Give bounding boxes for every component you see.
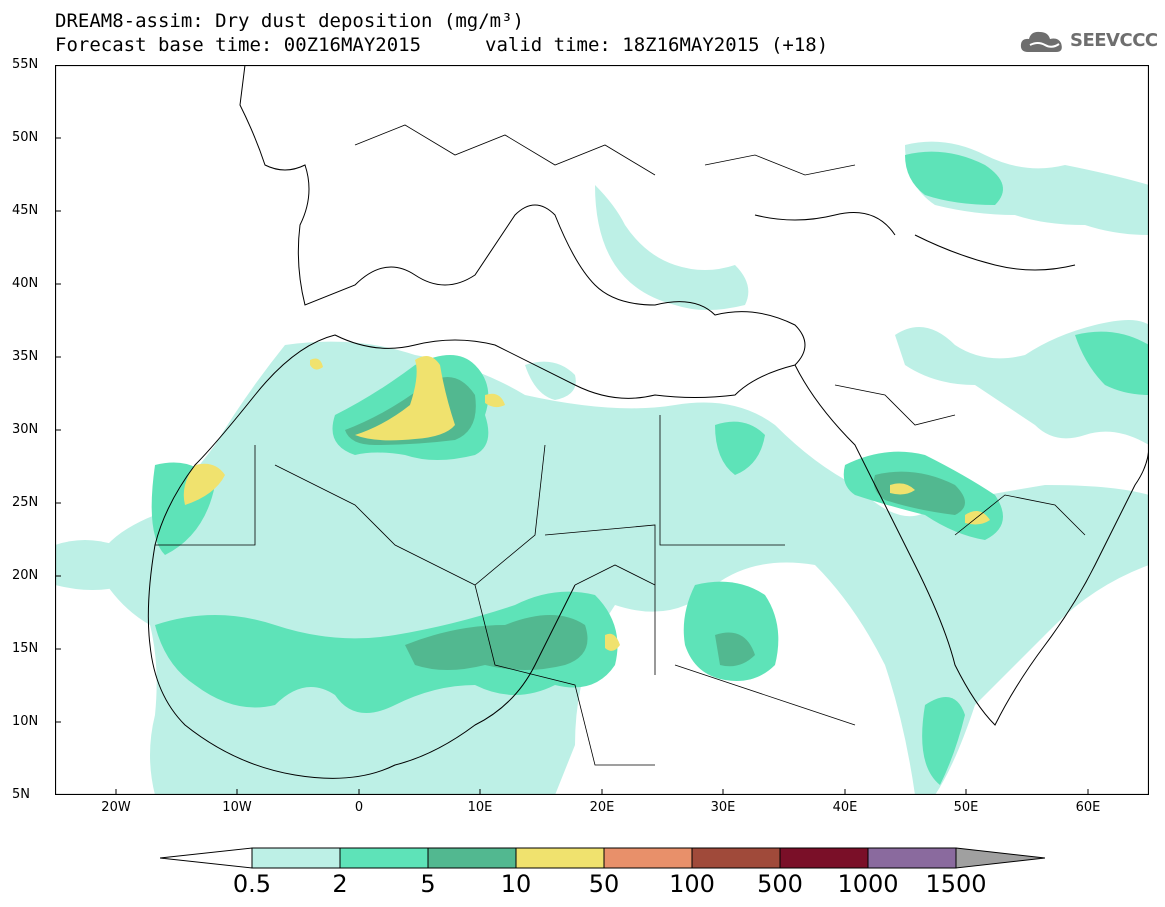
map-title: DREAM8-assim: Dry dust deposition (mg/m³… (55, 10, 524, 32)
colorbar (160, 847, 1045, 869)
colorbar-segment (160, 847, 253, 869)
lon-label: 0 (354, 800, 364, 815)
lon-label: 10E (467, 800, 493, 815)
colorbar-label: 1000 (837, 870, 899, 898)
colorbar-label: 50 (588, 870, 620, 898)
lat-label: 40N (12, 276, 39, 291)
colorbar-label: 2 (332, 870, 348, 898)
lon-label: 20E (589, 800, 615, 815)
lon-label: 10W (222, 800, 252, 815)
colorbar-segment (251, 847, 341, 869)
colorbar-label: 500 (757, 870, 803, 898)
lat-label: 30N (12, 422, 39, 437)
valid-time: valid time: 18Z16MAY2015 (+18) (485, 34, 829, 56)
cloud-icon (1020, 31, 1062, 52)
base-time: Forecast base time: 00Z16MAY2015 (55, 34, 422, 56)
colorbar-segment (867, 847, 957, 869)
colorbar-label: 5 (420, 870, 436, 898)
colorbar-label: 0.5 (232, 870, 272, 898)
colorbar-segment (339, 847, 429, 869)
lon-label: 40E (832, 800, 858, 815)
lat-label: 25N (12, 495, 39, 510)
colorbar-segment (603, 847, 693, 869)
lat-label: 5N (12, 787, 30, 802)
colorbar-segment (691, 847, 781, 869)
lat-label: 45N (12, 203, 39, 218)
lat-label: 15N (12, 641, 39, 656)
logo-text: SEEVCCC (1070, 30, 1158, 51)
lon-label: 50E (953, 800, 979, 815)
colorbar-segment (779, 847, 869, 869)
country-borders (155, 124, 1086, 766)
tick-marks (55, 137, 1089, 795)
lat-label: 20N (12, 568, 39, 583)
dust-map (55, 65, 1149, 795)
lon-label: 20W (101, 800, 131, 815)
coastlines (147, 65, 1149, 779)
seevccc-logo: SEEVCCC (1018, 28, 1158, 54)
lat-label: 10N (12, 714, 39, 729)
lat-label: 50N (12, 130, 39, 145)
dust-level-10 (183, 356, 990, 651)
colorbar-segment (515, 847, 605, 869)
colorbar-label: 1500 (925, 870, 987, 898)
colorbar-label: 100 (669, 870, 715, 898)
colorbar-segment (427, 847, 517, 869)
lon-label: 60E (1075, 800, 1101, 815)
lat-label: 55N (12, 57, 39, 72)
lat-label: 35N (12, 349, 39, 364)
colorbar-segment (955, 847, 1045, 869)
colorbar-label: 10 (500, 870, 532, 898)
lon-label: 30E (710, 800, 736, 815)
